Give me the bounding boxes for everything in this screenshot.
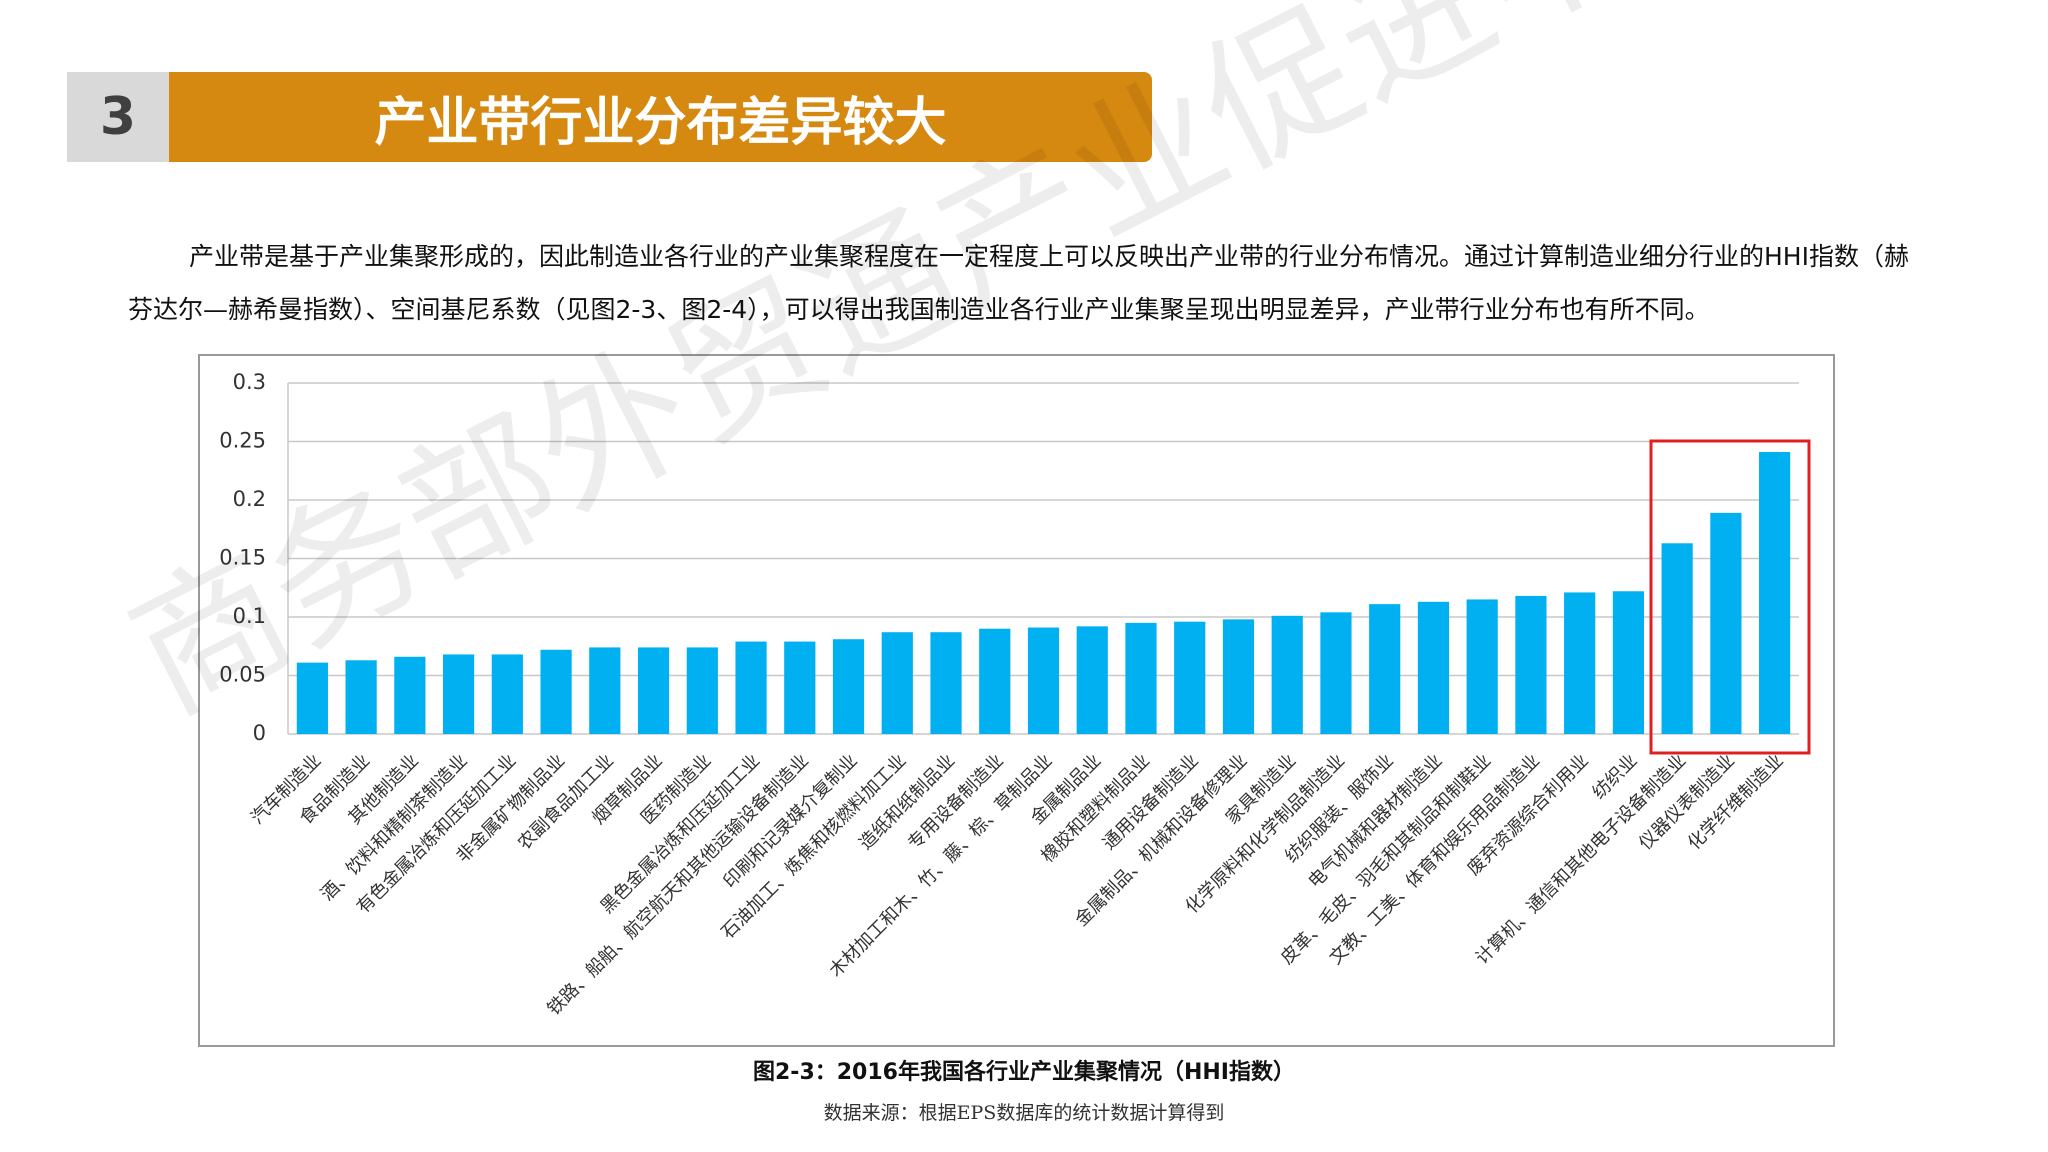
- bar: [442, 654, 475, 734]
- bar: [637, 647, 670, 734]
- bar: [1271, 615, 1303, 734]
- bar: [1076, 626, 1108, 734]
- y-tick-label: 0.3: [233, 370, 266, 394]
- chart-caption: 图2-3：2016年我国各行业产业集聚情况（HHI指数）: [753, 1060, 1295, 1085]
- y-tick-label: 0: [253, 721, 266, 745]
- source-note: 数据来源：根据EPS数据库的统计数据计算得到: [823, 1102, 1225, 1124]
- y-tick-label: 0.2: [233, 487, 266, 511]
- y-tick-label: 0.25: [219, 429, 266, 453]
- bar: [491, 654, 523, 734]
- bar: [686, 647, 718, 734]
- bar: [1417, 601, 1450, 734]
- bar: [1174, 621, 1206, 734]
- highlight-box: [1649, 439, 1811, 755]
- bar: [1564, 592, 1596, 734]
- bar: [784, 641, 816, 734]
- bar: [1661, 543, 1693, 734]
- bar: [1612, 591, 1645, 734]
- section-title: 产业带行业分布差异较大: [169, 72, 1152, 162]
- y-tick-label: 0.05: [219, 663, 266, 687]
- bar: [1515, 595, 1547, 734]
- y-tick-label: 0.1: [233, 604, 266, 628]
- bar: [735, 641, 767, 734]
- bar: [1320, 612, 1352, 734]
- bar: [1125, 622, 1157, 734]
- paragraph: 产业带是基于产业集聚形成的，因此制造业各行业的产业集聚程度在一定程度上可以反映出…: [128, 242, 1909, 324]
- bar: [1466, 599, 1498, 734]
- bar: [1369, 604, 1401, 734]
- bar: [296, 662, 328, 734]
- bar: [394, 656, 426, 734]
- bar: [1710, 512, 1742, 734]
- bar: [979, 628, 1011, 734]
- bar: [589, 647, 621, 734]
- bar: [881, 632, 913, 734]
- bar: [832, 639, 865, 734]
- bar: [1027, 627, 1060, 734]
- bar: [1222, 619, 1255, 734]
- bar: [1759, 452, 1791, 734]
- bar: [540, 649, 572, 734]
- bar: [345, 660, 377, 734]
- y-tick-label: 0.15: [219, 546, 266, 570]
- bar: [930, 632, 962, 734]
- section-number: 3: [67, 72, 169, 162]
